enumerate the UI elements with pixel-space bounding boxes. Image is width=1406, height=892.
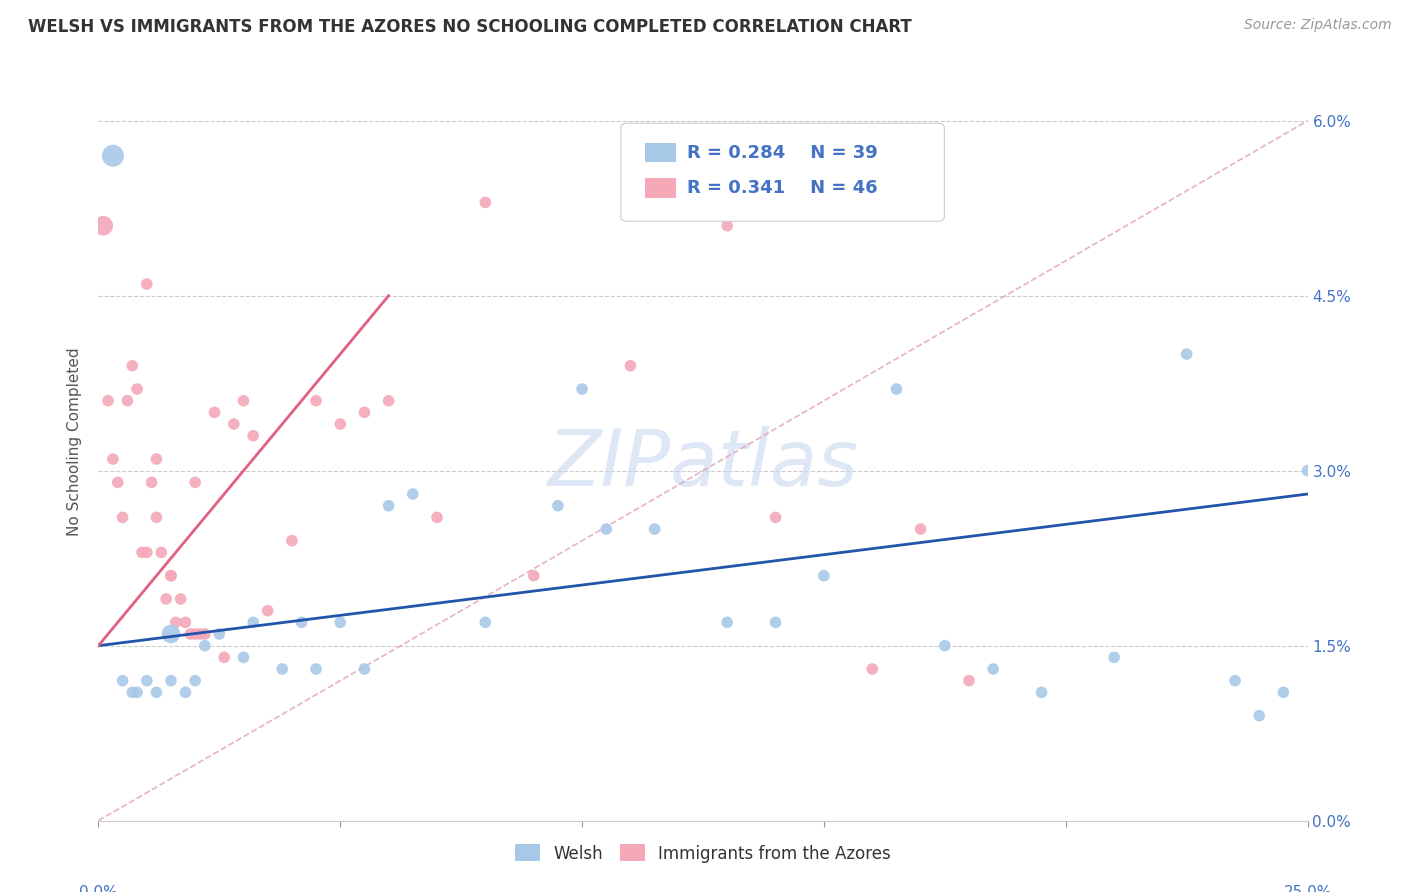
- Point: [155, 592, 177, 607]
- Point: [121, 359, 143, 373]
- Text: R = 0.284    N = 39: R = 0.284 N = 39: [688, 144, 877, 161]
- Point: [305, 662, 328, 676]
- Point: [145, 452, 167, 467]
- Point: [165, 615, 187, 630]
- Point: [957, 673, 980, 688]
- Point: [107, 475, 129, 490]
- Point: [232, 393, 254, 408]
- Y-axis label: No Schooling Completed: No Schooling Completed: [67, 347, 83, 536]
- Point: [716, 219, 738, 233]
- Point: [377, 393, 399, 408]
- Point: [813, 568, 835, 582]
- Point: [281, 533, 304, 548]
- Point: [131, 545, 153, 559]
- Text: R = 0.341    N = 46: R = 0.341 N = 46: [688, 179, 877, 197]
- Point: [232, 650, 254, 665]
- Point: [474, 615, 496, 630]
- Point: [111, 673, 134, 688]
- Point: [145, 685, 167, 699]
- Point: [353, 405, 375, 419]
- Point: [194, 639, 217, 653]
- Point: [135, 673, 157, 688]
- Point: [97, 393, 120, 408]
- Point: [353, 662, 375, 676]
- Point: [135, 277, 157, 291]
- Point: [402, 487, 425, 501]
- Text: Source: ZipAtlas.com: Source: ZipAtlas.com: [1244, 18, 1392, 32]
- Point: [271, 662, 294, 676]
- Point: [547, 499, 569, 513]
- Point: [204, 405, 226, 419]
- Point: [117, 393, 139, 408]
- Point: [644, 522, 666, 536]
- Legend: Welsh, Immigrants from the Azores: Welsh, Immigrants from the Azores: [509, 838, 897, 869]
- Point: [212, 650, 235, 665]
- Point: [256, 604, 278, 618]
- Point: [1249, 708, 1271, 723]
- Point: [91, 219, 114, 233]
- Point: [474, 195, 496, 210]
- Point: [174, 685, 197, 699]
- Point: [194, 627, 217, 641]
- Point: [426, 510, 449, 524]
- Point: [111, 510, 134, 524]
- Point: [571, 382, 593, 396]
- Point: [716, 615, 738, 630]
- Point: [1175, 347, 1198, 361]
- Point: [290, 615, 312, 630]
- Point: [121, 685, 143, 699]
- Point: [127, 685, 149, 699]
- Point: [886, 382, 908, 396]
- Text: 25.0%: 25.0%: [1284, 885, 1331, 892]
- Point: [1102, 650, 1125, 665]
- Point: [222, 417, 245, 431]
- Point: [765, 615, 787, 630]
- Point: [188, 627, 211, 641]
- Point: [160, 673, 183, 688]
- Point: [127, 382, 149, 396]
- Point: [934, 639, 956, 653]
- Point: [1223, 673, 1246, 688]
- Point: [101, 452, 124, 467]
- Point: [1031, 685, 1053, 699]
- Point: [160, 568, 183, 582]
- Point: [184, 475, 207, 490]
- Point: [101, 149, 124, 163]
- Point: [160, 627, 183, 641]
- Point: [910, 522, 932, 536]
- Point: [1296, 464, 1319, 478]
- Point: [981, 662, 1004, 676]
- Point: [1272, 685, 1295, 699]
- Text: 0.0%: 0.0%: [79, 885, 118, 892]
- Point: [619, 359, 641, 373]
- Point: [242, 615, 264, 630]
- Point: [160, 568, 183, 582]
- Point: [135, 545, 157, 559]
- Point: [329, 615, 352, 630]
- Point: [595, 522, 617, 536]
- Point: [179, 627, 201, 641]
- Point: [523, 568, 546, 582]
- Point: [184, 627, 207, 641]
- Point: [150, 545, 173, 559]
- Point: [145, 510, 167, 524]
- Point: [141, 475, 163, 490]
- Point: [242, 428, 264, 442]
- Point: [174, 615, 197, 630]
- Point: [184, 673, 207, 688]
- Point: [169, 592, 191, 607]
- Point: [765, 510, 787, 524]
- Point: [377, 499, 399, 513]
- Point: [860, 662, 883, 676]
- Point: [329, 417, 352, 431]
- Text: WELSH VS IMMIGRANTS FROM THE AZORES NO SCHOOLING COMPLETED CORRELATION CHART: WELSH VS IMMIGRANTS FROM THE AZORES NO S…: [28, 18, 912, 36]
- Text: ZIPatlas: ZIPatlas: [547, 426, 859, 502]
- Point: [305, 393, 328, 408]
- Point: [208, 627, 231, 641]
